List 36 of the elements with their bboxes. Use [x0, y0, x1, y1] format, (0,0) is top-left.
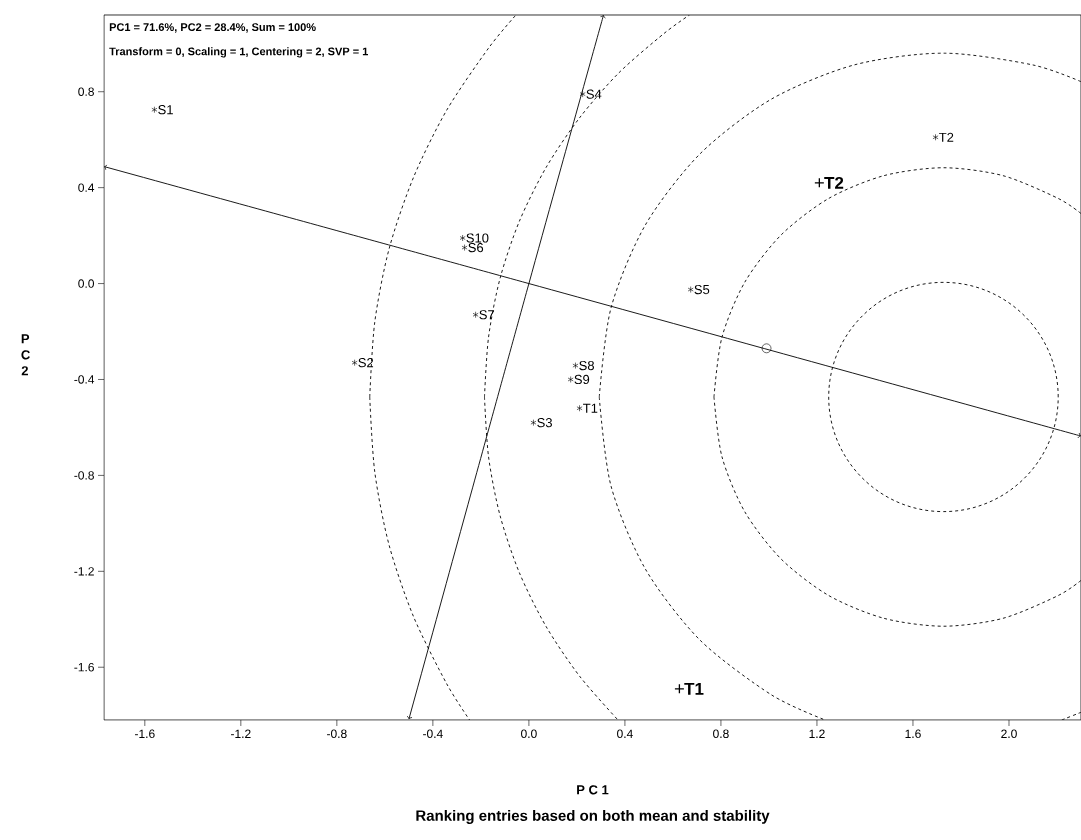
data-label: S1: [158, 105, 173, 115]
y-tick-label: 0.8: [78, 87, 94, 96]
x-tick-label: 1.2: [809, 729, 825, 738]
x-tick-label: -1.6: [135, 729, 155, 739]
y-tick-label: 0.4: [78, 183, 95, 192]
data-label: S5: [694, 284, 710, 295]
data-label: S8: [579, 360, 594, 371]
y-tick-label: -1.6: [74, 662, 94, 672]
x-tick-label: 0.8: [713, 729, 729, 739]
data-label: T1: [583, 403, 598, 413]
data-label: S2: [358, 358, 374, 368]
data-label: S6: [468, 242, 484, 253]
data-label: S4: [586, 89, 602, 99]
annotation: Transform = 0, Scaling = 1, Centering = 2, SVP = 1: [109, 47, 369, 58]
data-label: S3: [537, 418, 552, 428]
text: Ranking entries based on both mean and stability: [416, 809, 770, 824]
x-tick-label: -1.2: [231, 729, 251, 738]
x-tick-label: 0.0: [521, 729, 537, 739]
x-tick-label: -0.4: [423, 729, 443, 739]
x-tick-label: 2.0: [1001, 729, 1017, 739]
data-label: S7: [479, 310, 495, 320]
annotation: PC1 = 71.6%, PC2 = 28.4%, Sum = 100%: [109, 23, 316, 33]
data-label: T1: [684, 682, 704, 695]
y-tick-label: -1.2: [74, 567, 94, 576]
x-axis-title: P C 1: [577, 785, 609, 795]
y-tick-label: -0.4: [74, 375, 95, 384]
y-axis-title: P C 2: [21, 334, 30, 376]
y-tick-label: -0.8: [74, 471, 94, 480]
x-tick-label: 1.6: [905, 729, 921, 739]
data-label: T2: [824, 176, 844, 189]
data-label: S9: [574, 374, 590, 385]
x-tick-label: 0.4: [617, 729, 633, 739]
data-label: S10: [466, 233, 489, 243]
x-tick-label: -0.8: [327, 729, 347, 739]
data-label: T2: [939, 132, 954, 142]
y-tick-label: 0.0: [78, 279, 95, 288]
